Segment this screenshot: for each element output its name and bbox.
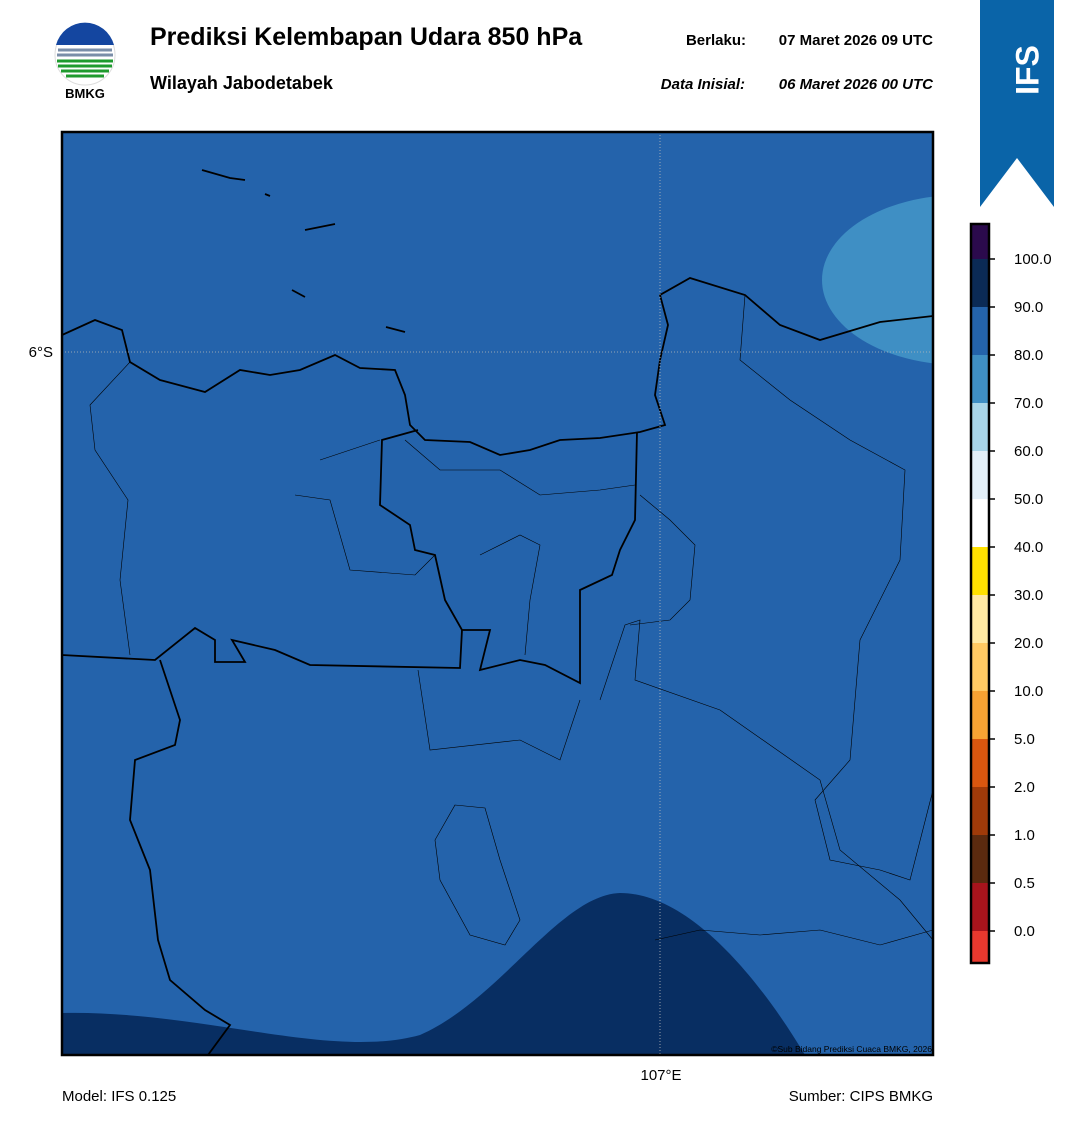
colorbar-label: 5.0	[1014, 731, 1035, 748]
colorbar-segment	[971, 835, 989, 883]
valid-value: 07 Maret 2026 09 UTC	[779, 32, 933, 49]
badge	[980, 0, 1054, 207]
colorbar-segment	[971, 883, 989, 931]
colorbar-segment	[971, 403, 989, 451]
colorbar-label: 50.0	[1014, 491, 1043, 508]
colorbar-segment	[971, 547, 989, 595]
colorbar-label: 10.0	[1014, 683, 1043, 700]
lon-label: 107°E	[640, 1067, 681, 1084]
colorbar-segment	[971, 224, 989, 259]
colorbar-segment	[971, 595, 989, 643]
init-label: Data Inisial:	[661, 76, 745, 93]
colorbar-segment	[971, 499, 989, 547]
logo-text: BMKG	[65, 86, 105, 101]
source: Sumber: CIPS BMKG	[789, 1088, 933, 1105]
valid-label: Berlaku:	[686, 32, 746, 49]
model: Model: IFS 0.125	[62, 1088, 176, 1105]
colorbar-label: 20.0	[1014, 635, 1043, 652]
colorbar-segment	[971, 307, 989, 355]
colorbar-label: 80.0	[1014, 347, 1043, 364]
lat-label: 6°S	[29, 344, 53, 361]
colorbar-segment	[971, 355, 989, 403]
colorbar-label: 0.5	[1014, 875, 1035, 892]
colorbar-label: 0.0	[1014, 923, 1035, 940]
colorbar-label: 40.0	[1014, 539, 1043, 556]
title: Prediksi Kelembapan Udara 850 hPa	[150, 23, 583, 51]
colorbar-label: 1.0	[1014, 827, 1035, 844]
colorbar-label: 100.0	[1014, 251, 1052, 268]
colorbar-label: 70.0	[1014, 395, 1043, 412]
logo: BMKG	[54, 22, 116, 101]
colorbar: 100.0 90.0 80.0 70.0 60.0 50.0 40.0 30.0 20.0 10.…	[969, 222, 1052, 965]
colorbar-label: 90.0	[1014, 299, 1043, 316]
colorbar-segment	[971, 259, 989, 307]
colorbar-segment	[971, 451, 989, 499]
colorbar-segment	[971, 643, 989, 691]
colorbar-label: 30.0	[1014, 587, 1043, 604]
colorbar-segment	[971, 931, 989, 963]
badge-text: IFS	[1009, 45, 1045, 95]
colorbar-label: 2.0	[1014, 779, 1035, 796]
map: ©Sub Bidang Prediksi Cuaca BMKG, 2026 6°…	[29, 130, 935, 1084]
colorbar-frame	[969, 222, 991, 965]
colorbar-segment	[971, 787, 989, 835]
credit: ©Sub Bidang Prediksi Cuaca BMKG, 2026	[771, 1044, 932, 1054]
colorbar-label: 60.0	[1014, 443, 1043, 460]
colorbar-segment	[971, 739, 989, 787]
colorbar-segment	[971, 691, 989, 739]
subtitle: Wilayah Jabodetabek	[150, 73, 334, 93]
init-value: 06 Maret 2026 00 UTC	[779, 76, 934, 93]
